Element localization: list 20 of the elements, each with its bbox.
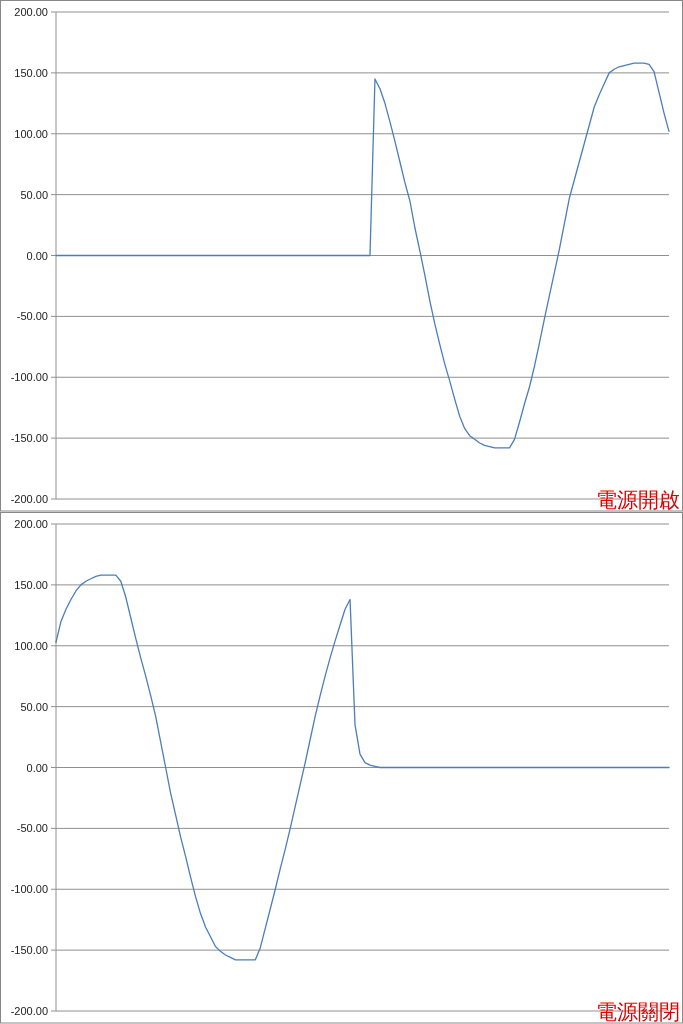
y-tick-label: 50.00 bbox=[20, 700, 48, 713]
y-tick-label: 100.00 bbox=[14, 127, 48, 140]
y-tick-label: -100.00 bbox=[10, 883, 48, 896]
y-tick-label: 0.00 bbox=[26, 761, 48, 774]
y-tick-label: -200.00 bbox=[10, 493, 48, 505]
y-tick-label: 200.00 bbox=[14, 518, 48, 530]
y-tick-label: 150.00 bbox=[14, 66, 48, 79]
y-tick-label: -100.00 bbox=[10, 371, 48, 384]
y-tick-label: -150.00 bbox=[10, 944, 48, 957]
y-tick-label: -50.00 bbox=[16, 310, 48, 323]
y-tick-label: 50.00 bbox=[20, 188, 48, 201]
text: 電源關閉 bbox=[596, 1000, 680, 1024]
y-tick-label: -50.00 bbox=[16, 822, 48, 835]
y-tick-label: 150.00 bbox=[14, 578, 48, 591]
y-tick-label: -200.00 bbox=[10, 1005, 48, 1017]
y-tick-label: 100.00 bbox=[14, 639, 48, 652]
text: 電源開啟 bbox=[596, 488, 680, 512]
y-tick-label: 0.00 bbox=[26, 249, 48, 262]
y-tick-label: -150.00 bbox=[10, 432, 48, 445]
y-tick-label: 200.00 bbox=[14, 6, 48, 18]
